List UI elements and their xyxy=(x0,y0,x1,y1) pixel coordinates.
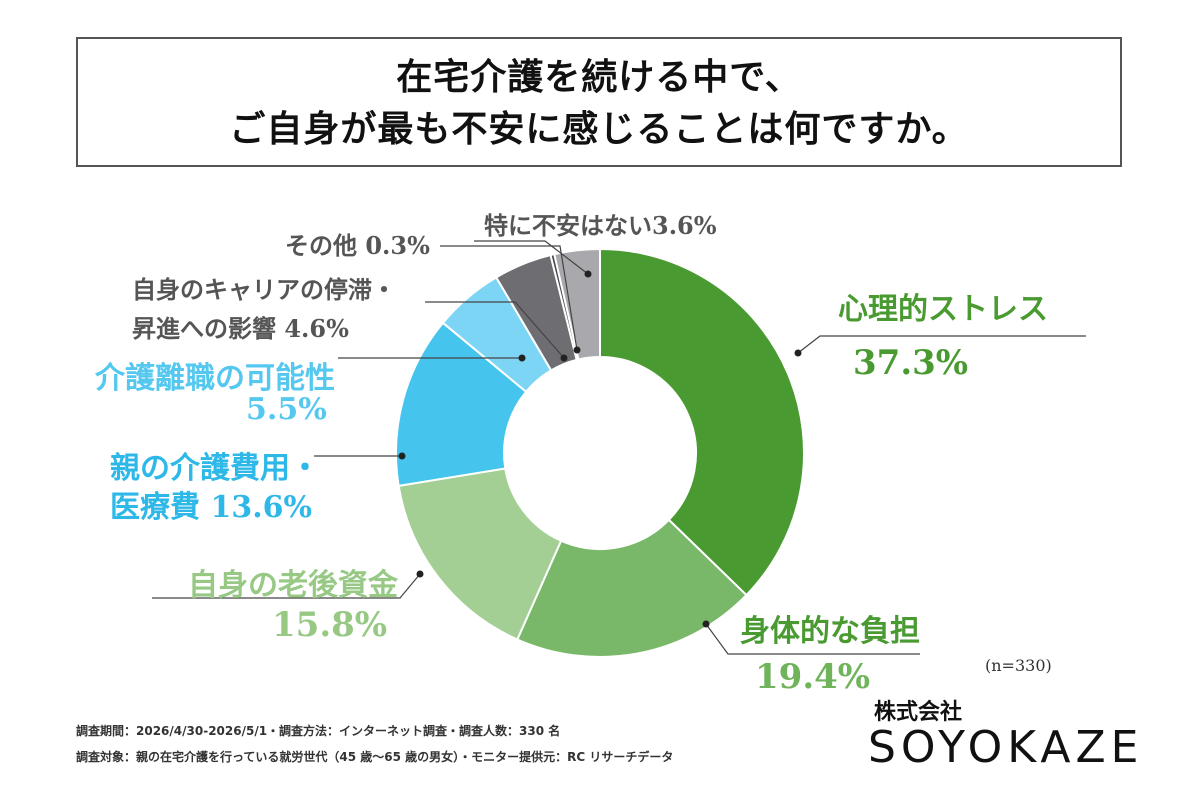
label-career-line1: 自身のキャリアの停滞・ xyxy=(132,275,396,304)
title-box: 在宅介護を続ける中で、 ご自身が最も不安に感じることは何ですか。 xyxy=(76,37,1122,167)
donut-slice-1 xyxy=(515,518,748,658)
label-physical-pct: 19.4% xyxy=(755,657,871,697)
label-oldage-name: 自身の老後資金 xyxy=(188,568,398,603)
label-career-line2: 昇進への影響 4.6% xyxy=(132,314,349,343)
chart-title-line-1: 在宅介護を続ける中で、 xyxy=(396,56,802,98)
leader-dot-1 xyxy=(702,620,710,628)
leader-dot-7 xyxy=(584,270,592,278)
leader-dot-5 xyxy=(560,354,568,362)
leader-line-6 xyxy=(440,245,578,351)
label-none: 特に不安はない3.6% xyxy=(484,211,717,240)
leader-line-7 xyxy=(474,240,589,275)
leader-line-2 xyxy=(152,573,421,599)
label-oldage-pct: 15.8% xyxy=(272,605,388,645)
footnote-survey-target: 調査対象：親の在宅介護を行っている就労世代（45 歳〜65 歳の男女）・モニター… xyxy=(76,750,674,764)
leader-dot-2 xyxy=(416,570,424,578)
chart-title-line-2: ご自身が最も不安に感じることは何ですか。 xyxy=(229,108,969,150)
leader-dot-6 xyxy=(573,346,581,354)
label-cost-line1: 親の介護費用・ xyxy=(110,451,320,486)
label-resign-pct: 5.5% xyxy=(246,392,327,427)
donut-slice-2 xyxy=(397,467,563,641)
leader-line-0 xyxy=(797,335,1086,354)
logo-name: SOYOKAZE xyxy=(868,722,1144,773)
donut-slice-0 xyxy=(599,247,805,597)
label-stress-pct: 37.3% xyxy=(853,343,969,383)
leader-dot-0 xyxy=(794,349,802,357)
footnote-survey-period: 調査期間：2026/4/30-2026/5/1・調査方法：インターネット調査・調… xyxy=(76,724,561,738)
leader-line-5 xyxy=(425,301,565,359)
label-resign-name: 介護離職の可能性 xyxy=(95,361,335,396)
label-cost-line2: 医療費 13.6% xyxy=(110,490,313,525)
label-other: その他 0.3% xyxy=(285,231,430,260)
leader-dot-3 xyxy=(398,452,406,460)
logo-company: 株式会社 xyxy=(874,700,963,725)
sample-size: (n=330) xyxy=(985,656,1052,675)
label-physical-name: 身体的な負担 xyxy=(740,614,920,649)
leader-dot-4 xyxy=(518,354,526,362)
label-stress-name: 心理的ストレス xyxy=(838,292,1048,327)
leader-line-1 xyxy=(705,623,920,655)
